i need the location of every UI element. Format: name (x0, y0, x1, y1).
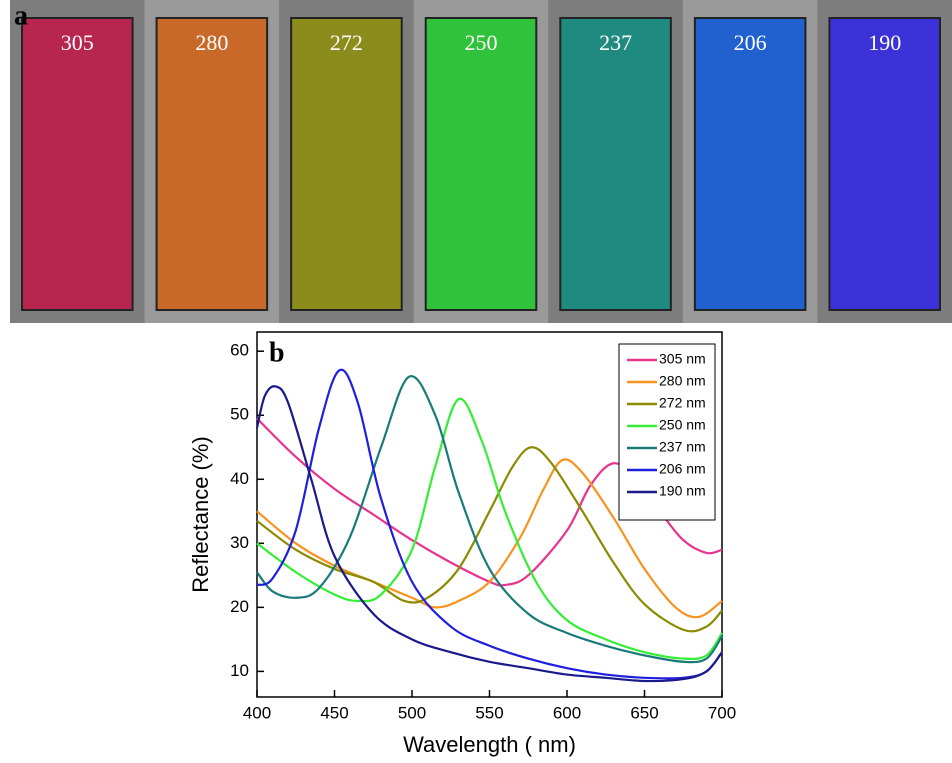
y-tick-label: 50 (230, 405, 249, 424)
y-tick-label: 40 (230, 469, 249, 488)
legend-label: 280 nm (659, 373, 706, 389)
chart: 400 450 500 550 600 650 700 10 20 30 40 50 60 Wavelen… (188, 331, 736, 757)
x-tick-label: 650 (630, 703, 658, 722)
y-tick-label: 20 (230, 597, 249, 616)
legend-label: 305 nm (659, 351, 706, 367)
legend-label: 237 nm (659, 439, 706, 455)
series-line (256, 397, 723, 661)
swatch-label: 190 (868, 30, 901, 55)
swatch-label: 237 (599, 30, 632, 55)
y-axis-label: Reflectance (%) (188, 436, 213, 593)
legend-label: 190 nm (659, 483, 706, 499)
fabric-swatch (559, 17, 672, 311)
fabric-swatch (828, 17, 942, 311)
panel-label: a (14, 0, 28, 31)
series-line (256, 375, 723, 664)
x-tick-label: 600 (553, 703, 581, 722)
fabric-swatch (424, 17, 538, 311)
y-tick-label: 60 (230, 341, 249, 360)
x-tick-label: 500 (398, 703, 426, 722)
y-tick-label: 10 (230, 661, 249, 680)
fabric-swatch (21, 17, 134, 311)
swatch-label: 272 (330, 30, 363, 55)
fabric-swatch (155, 17, 269, 311)
swatch-label: 206 (734, 30, 767, 55)
swatch-label: 250 (465, 30, 498, 55)
y-tick-label: 30 (230, 533, 249, 552)
fabric-swatch (693, 17, 807, 311)
x-tick-label: 550 (475, 703, 503, 722)
series-line (255, 385, 723, 683)
series-line (256, 446, 723, 633)
legend-box (618, 343, 716, 521)
legend-label: 206 nm (659, 461, 706, 477)
legend-label: 272 nm (659, 395, 706, 411)
swatch-label: 280 (195, 30, 228, 55)
legend-label: 250 nm (659, 417, 706, 433)
panel-label: b (269, 337, 285, 368)
photo-panel: 305 280 272 250 237 206 190 (10, 0, 952, 323)
x-tick-label: 450 (320, 703, 348, 722)
x-axis-label: Wavelength ( nm) (403, 732, 576, 757)
x-tick-label: 400 (243, 703, 271, 722)
swatch-label: 305 (61, 30, 94, 55)
x-tick-label: 700 (708, 703, 736, 722)
fabric-swatch (290, 17, 403, 311)
series-line (256, 368, 723, 680)
